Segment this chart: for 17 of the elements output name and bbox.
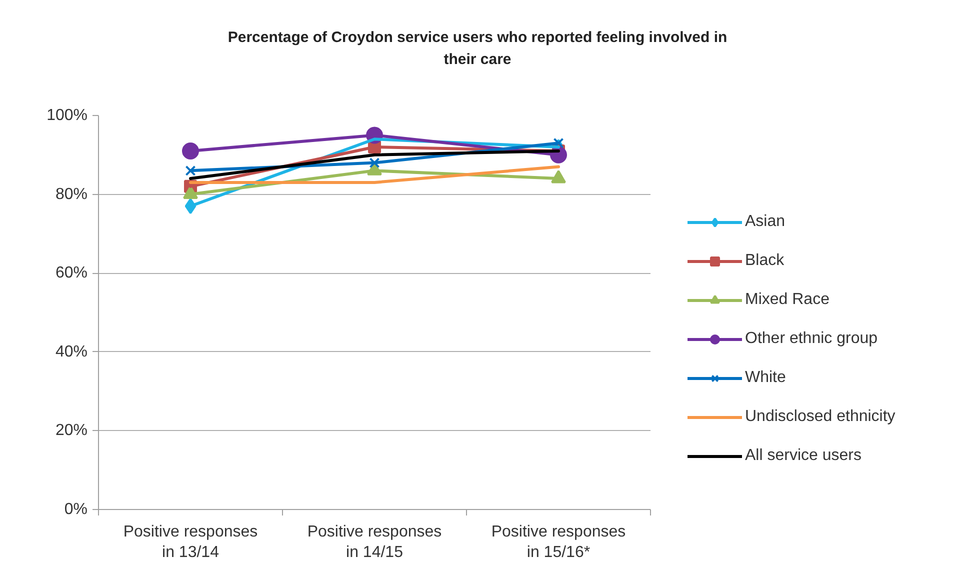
legend-label: Black <box>745 252 784 270</box>
y-tick-label: 100% <box>46 107 88 124</box>
legend-label: All service users <box>745 447 862 465</box>
x-tick-label: Positive responses in 15/16* <box>491 524 626 561</box>
legend-label: White <box>745 369 786 387</box>
x-tick-label: Positive responses in 13/14 <box>123 524 258 561</box>
y-tick-label: 20% <box>55 422 88 440</box>
legend-label: Other ethnic group <box>745 330 878 348</box>
y-tick-label: 80% <box>55 186 88 203</box>
x-tick-label: Positive responses in 14/15 <box>307 524 442 561</box>
chart-title: Percentage of Croydon service users who reported feeling involved in their care <box>228 28 728 68</box>
legend-label: Undisclosed ethnicity <box>745 408 896 426</box>
y-tick-label: 60% <box>55 264 88 282</box>
legend-label: Asian <box>745 213 786 231</box>
y-tick-label: 40% <box>55 343 88 360</box>
y-tick-label: 0% <box>64 501 88 518</box>
legend-label: Mixed Race <box>745 291 830 309</box>
